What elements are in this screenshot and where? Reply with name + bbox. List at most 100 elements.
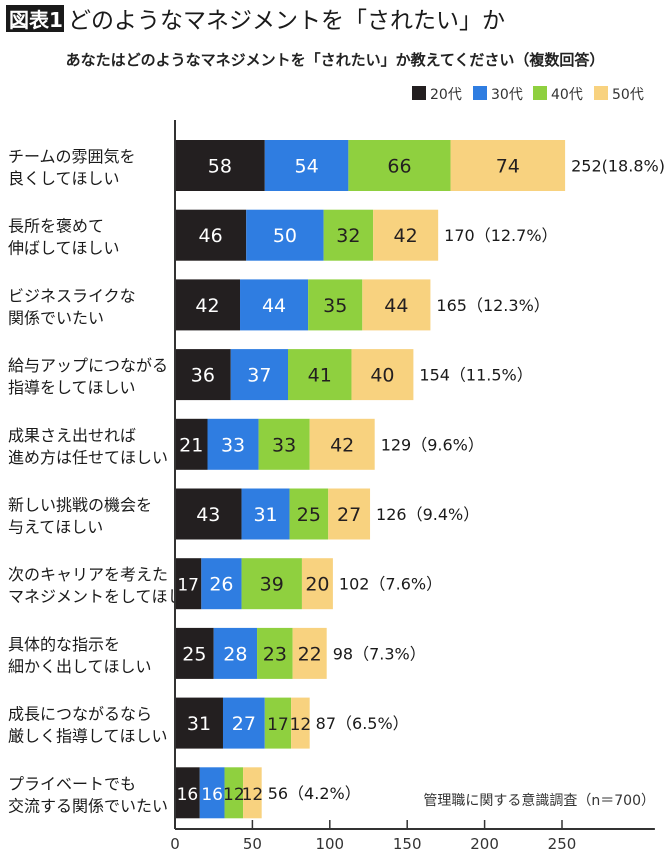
segment-label: 39 [260, 574, 284, 596]
bar-segment [328, 488, 371, 540]
x-tick-label: 50 [243, 835, 262, 853]
category-label: プライベートでも [8, 774, 136, 793]
legend-swatch [473, 86, 487, 100]
segment-label: 12 [223, 785, 245, 805]
segment-label: 58 [208, 156, 232, 178]
bar-segment [201, 558, 242, 610]
segment-label: 23 [263, 643, 287, 665]
segment-label: 40 [370, 365, 394, 387]
bar-segment [351, 349, 414, 401]
segment-label: 46 [199, 225, 223, 247]
category-label: チームの雰囲気を [8, 147, 136, 166]
total-label: 154（11.5%） [419, 366, 532, 385]
x-tick-label: 100 [315, 835, 344, 853]
segment-label: 17 [267, 715, 289, 735]
bar-segment [264, 697, 292, 749]
segment-label: 16 [201, 785, 223, 805]
category-label: 新しい挑戦の機会を [8, 496, 152, 515]
segment-label: 32 [336, 225, 360, 247]
category-label: 与えてほしい [8, 518, 103, 537]
legend-swatch [533, 86, 547, 100]
bar-segment [175, 558, 202, 610]
legend-label: 20代 [430, 87, 462, 103]
chart-subtitle: あなたはどのようなマネジメントを「されたい」か教えてください（複数回答） [66, 51, 605, 69]
x-tick-label: 200 [470, 835, 499, 853]
segment-label: 12 [290, 715, 312, 735]
bar-segment [207, 418, 259, 470]
category-label: 進め方は任せてほしい [8, 448, 168, 467]
category-label: 関係でいたい [8, 308, 104, 327]
bar-segment [175, 209, 247, 261]
category-label: 交流する関係でいたい [8, 796, 168, 815]
segment-label: 20 [305, 574, 329, 596]
bar-segment [175, 349, 231, 401]
segment-label: 27 [232, 713, 256, 735]
category-label: 成長につながるなら [8, 705, 152, 724]
segment-label: 42 [394, 225, 418, 247]
bar-segment [257, 627, 293, 679]
bar-segment [291, 697, 310, 749]
bar-segment [175, 488, 242, 540]
bar-segment [241, 488, 290, 540]
total-label: 252(18.8%) [571, 157, 665, 176]
segment-label: 22 [298, 643, 322, 665]
segment-label: 37 [247, 365, 271, 387]
bar-segment [348, 140, 451, 191]
figure-badge: 図表1 [9, 8, 63, 32]
bar-segment [246, 209, 324, 261]
category-label: 伸ばしてほしい [8, 239, 120, 258]
legend-label: 50代 [612, 87, 644, 103]
segment-label: 33 [221, 434, 245, 456]
segment-label: 21 [179, 434, 203, 456]
legend-swatch [594, 86, 608, 100]
segment-label: 28 [223, 643, 247, 665]
segment-label: 26 [209, 574, 233, 596]
source-note: 管理職に関する意識調査（n＝700） [423, 792, 655, 809]
total-label: 165（12.3%） [436, 296, 549, 315]
bar-segment [258, 418, 310, 470]
bar-segment [241, 558, 302, 610]
total-label: 56（4.2%） [268, 784, 361, 803]
bar-segment [288, 349, 352, 401]
segment-label: 31 [253, 504, 277, 526]
category-label: 次のキャリアを考えた [8, 565, 168, 584]
segment-label: 36 [191, 365, 215, 387]
bar-segment [292, 627, 327, 679]
category-label: マネジメントをしてほしい [8, 587, 200, 606]
bar-segment [243, 767, 262, 819]
segment-label: 66 [387, 156, 411, 178]
total-label: 170（12.7%） [444, 226, 557, 245]
category-label: 細かく出してほしい [8, 657, 152, 676]
bar-segment [308, 279, 363, 331]
category-label: 良くしてほしい [8, 169, 120, 188]
segment-label: 35 [323, 295, 347, 317]
category-label: 指導をしてほしい [8, 378, 136, 397]
bar-segment [222, 697, 265, 749]
bar-segment [175, 418, 208, 470]
x-axis: 0 50 100 150 200 250 [170, 120, 655, 853]
bar-segment [362, 279, 431, 331]
total-label: 87（6.5%） [316, 714, 409, 733]
segment-label: 25 [182, 643, 206, 665]
bar-segment [199, 767, 225, 819]
category-label: 具体的な指示を [8, 635, 120, 654]
segment-label: 50 [273, 225, 297, 247]
bar-segment [175, 627, 214, 679]
total-label: 129（9.6%） [381, 435, 484, 454]
bar-segment [175, 140, 265, 191]
segment-label: 54 [294, 156, 318, 178]
bar-segment [175, 279, 241, 331]
bar-segment [230, 349, 289, 401]
segment-label: 41 [308, 365, 332, 387]
legend-swatch [412, 86, 426, 100]
segment-label: 42 [330, 434, 354, 456]
segment-label: 44 [262, 295, 286, 317]
bar-segment [175, 767, 200, 819]
bar-segment [450, 140, 566, 191]
category-label: 成果さえ出せれば [8, 426, 136, 445]
bar-segment [213, 627, 258, 679]
bar-segment [224, 767, 244, 819]
legend-label: 30代 [491, 87, 523, 103]
segment-label: 27 [337, 504, 361, 526]
